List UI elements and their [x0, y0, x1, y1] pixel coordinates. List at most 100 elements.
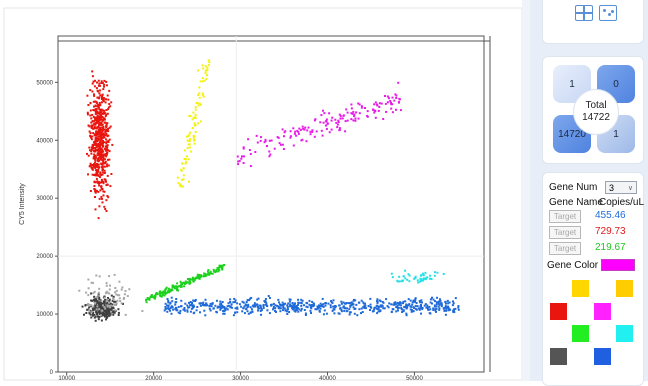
target-2-name-field[interactable]: Target: [549, 226, 581, 239]
data-point: [97, 133, 100, 135]
data-point: [207, 59, 210, 62]
grid-view-icon[interactable]: [575, 5, 593, 21]
data-point: [414, 300, 416, 303]
data-point: [98, 308, 101, 311]
data-point: [297, 310, 300, 313]
data-point: [442, 307, 445, 310]
scatter-view-icon[interactable]: [599, 5, 617, 21]
data-point: [95, 177, 98, 180]
total-value: 14722: [582, 112, 610, 123]
data-point: [95, 308, 98, 311]
data-point: [99, 150, 102, 153]
data-point: [390, 272, 393, 275]
data-point: [264, 140, 267, 142]
data-point: [97, 126, 100, 129]
data-point: [102, 142, 104, 145]
data-point: [98, 111, 101, 114]
palette-cyan[interactable]: [616, 325, 633, 342]
data-point: [170, 305, 173, 308]
data-point: [96, 305, 99, 308]
data-point: [108, 299, 111, 302]
data-point: [123, 293, 126, 296]
data-point: [379, 309, 382, 312]
data-point: [110, 304, 113, 307]
gene-num-select[interactable]: 3 ∨: [605, 181, 637, 194]
data-point: [90, 117, 93, 120]
data-point: [197, 104, 200, 107]
data-point: [337, 121, 340, 124]
data-point: [203, 309, 206, 312]
data-point: [409, 299, 412, 302]
data-point: [431, 302, 433, 305]
scatter-plot[interactable]: 10000 20000 30000 40000 50000 0 10000 20000 3000…: [0, 0, 522, 381]
data-point: [307, 126, 310, 129]
palette-magenta[interactable]: [594, 303, 611, 320]
data-point: [357, 117, 360, 120]
data-point: [369, 297, 372, 300]
data-point: [104, 208, 107, 210]
data-point: [209, 304, 212, 307]
data-point: [245, 307, 248, 310]
data-point: [237, 163, 240, 166]
palette-yellow-1[interactable]: [572, 280, 589, 297]
data-point: [305, 140, 308, 143]
data-point: [443, 309, 446, 312]
data-point: [218, 266, 221, 268]
data-point: [91, 281, 94, 284]
palette-blue[interactable]: [594, 348, 611, 365]
data-point: [294, 310, 297, 313]
data-point: [97, 104, 100, 106]
data-point: [112, 307, 115, 310]
data-point: [101, 136, 104, 139]
data-point: [345, 302, 348, 304]
palette-gray[interactable]: [550, 348, 567, 365]
quadrant-bottom-left[interactable]: 14720: [553, 115, 591, 153]
target-1-name-field[interactable]: Target: [549, 210, 581, 223]
data-point: [195, 101, 198, 104]
data-point: [92, 299, 95, 301]
data-point: [395, 306, 398, 308]
data-point: [281, 301, 284, 304]
data-point: [101, 94, 104, 97]
data-point: [92, 155, 95, 158]
data-point: [106, 316, 108, 319]
data-point: [422, 278, 425, 281]
data-point: [204, 272, 207, 275]
data-point: [179, 285, 182, 288]
palette-red[interactable]: [550, 303, 567, 320]
data-point: [167, 290, 170, 293]
data-point: [191, 304, 193, 307]
target-3-name-field[interactable]: Target: [549, 242, 581, 255]
scatter-plot-area[interactable]: 10000 20000 30000 40000 50000 0 10000 20000 3000…: [0, 0, 522, 381]
data-point: [292, 127, 295, 130]
data-point: [390, 107, 393, 110]
data-point: [252, 305, 255, 308]
data-point: [378, 106, 381, 108]
data-point: [278, 306, 281, 309]
data-point: [303, 304, 305, 307]
data-point: [102, 134, 105, 137]
data-point: [395, 310, 398, 313]
data-point: [299, 128, 302, 131]
data-point: [95, 142, 98, 145]
palette-yellow-2[interactable]: [616, 280, 633, 297]
data-point: [115, 293, 118, 296]
data-point: [100, 108, 103, 111]
data-point: [119, 300, 122, 302]
data-point: [95, 118, 98, 120]
data-point: [268, 150, 271, 153]
data-point: [99, 310, 102, 312]
data-point: [452, 310, 455, 313]
data-point: [204, 304, 207, 307]
data-point: [306, 302, 309, 305]
data-point: [444, 302, 447, 305]
data-point: [433, 274, 436, 277]
data-point: [363, 302, 366, 305]
data-point: [94, 306, 97, 309]
data-point: [297, 132, 300, 135]
palette-green[interactable]: [572, 325, 589, 342]
gene-color-swatch[interactable]: [601, 259, 635, 271]
data-point: [184, 158, 187, 161]
data-point: [398, 101, 400, 104]
data-point: [106, 158, 109, 161]
